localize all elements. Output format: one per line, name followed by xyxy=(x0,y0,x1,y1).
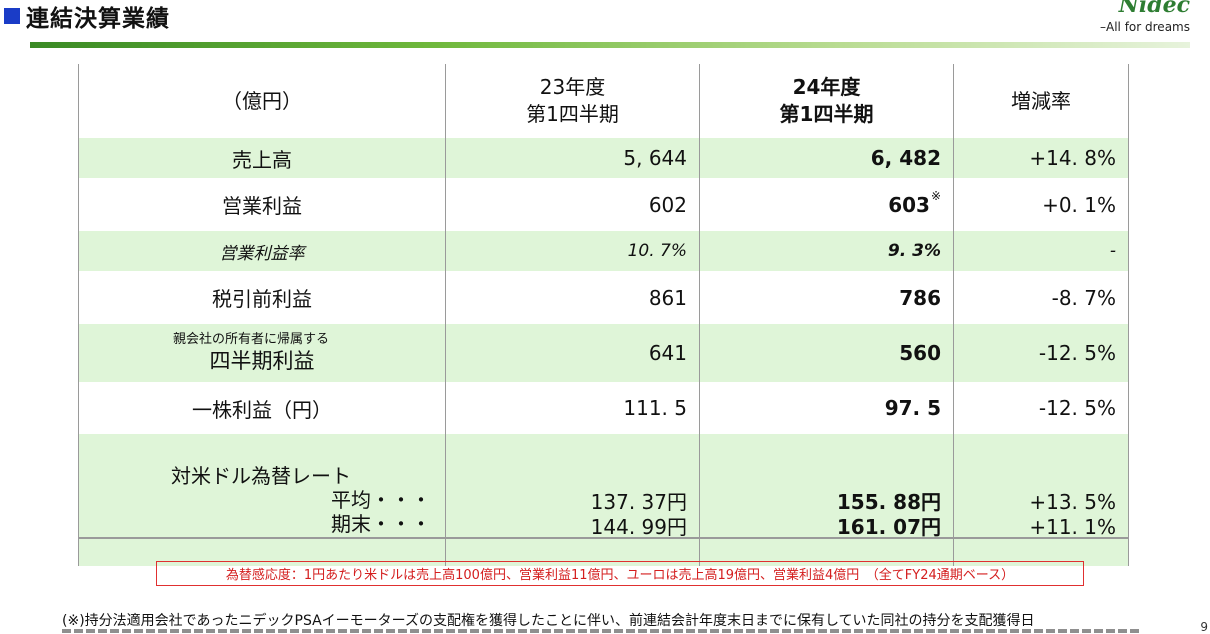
change-value: -8. 7% xyxy=(953,271,1129,324)
row-label-small: 親会社の所有者に帰属する xyxy=(173,332,330,347)
row-label: 四半期利益 xyxy=(209,349,315,373)
table-row-operating-margin: 営業利益率 10. 7% 9. 3% - xyxy=(78,231,1129,271)
prev-end-value: 144. 99円 xyxy=(590,515,687,539)
header-change: 増減率 xyxy=(953,64,1129,138)
row-label: 対米ドル為替レート xyxy=(171,464,351,488)
change-values: +13. 5% +11. 1% xyxy=(953,434,1129,566)
prev-value: 5, 644 xyxy=(445,138,700,178)
change-value: +14. 8% xyxy=(953,138,1129,178)
fx-average-label: 平均・・・ xyxy=(331,488,431,512)
fx-end-label: 期末・・・ xyxy=(331,512,431,536)
table-row-fx-rate: 対米ドル為替レート 平均・・・ 期末・・・ 137. 37円 144. 99円 … xyxy=(78,434,1129,566)
table-row-sales: 売上高 5, 644 6, 482 +14. 8% xyxy=(78,138,1129,178)
title-underline xyxy=(30,42,1190,48)
header-curr-year: 24年度 xyxy=(792,75,861,99)
row-label: 営業利益 xyxy=(78,178,446,231)
header-prev-quarter: 第1四半期 xyxy=(526,102,619,126)
change-value: - xyxy=(953,231,1129,271)
footnote-cut-line xyxy=(62,628,1142,633)
prev-values: 137. 37円 144. 99円 xyxy=(445,434,700,566)
table-row-pretax-income: 税引前利益 861 786 -8. 7% xyxy=(78,271,1129,324)
prev-value: 602 xyxy=(445,178,700,231)
row-label: 売上高 xyxy=(78,138,446,178)
table-header-row: （億円） 23年度 第1四半期 24年度 第1四半期 増減率 xyxy=(78,64,1129,138)
table-row-operating-income: 営業利益 602 603※ +0. 1% xyxy=(78,178,1129,231)
prev-value: 641 xyxy=(445,324,700,382)
company-logo: Nidec –All for dreams xyxy=(1070,0,1190,38)
change-value: -12. 5% xyxy=(953,324,1129,382)
curr-values: 155. 88円 161. 07円 xyxy=(699,434,954,566)
table-row-net-income: 親会社の所有者に帰属する 四半期利益 641 560 -12. 5% xyxy=(78,324,1129,382)
change-value: -12. 5% xyxy=(953,382,1129,434)
prev-value: 111. 5 xyxy=(445,382,700,434)
curr-value: 97. 5 xyxy=(699,382,954,434)
prev-avg-value: 137. 37円 xyxy=(590,490,687,514)
curr-value: 9. 3% xyxy=(699,231,954,271)
row-label-cell: 親会社の所有者に帰属する 四半期利益 xyxy=(78,324,446,382)
prev-value: 861 xyxy=(445,271,700,324)
curr-end-value: 161. 07円 xyxy=(836,515,941,539)
table-row-eps: 一株利益（円） 111. 5 97. 5 -12. 5% xyxy=(78,382,1129,434)
results-table: （億円） 23年度 第1四半期 24年度 第1四半期 増減率 売上高 5, 64… xyxy=(78,64,1129,566)
change-avg-value: +13. 5% xyxy=(1029,490,1116,514)
fx-sensitivity-note: 為替感応度：1円あたり米ドルは売上高100億円、営業利益11億円、ユーロは売上高… xyxy=(156,561,1084,586)
logo-tagline: –All for dreams xyxy=(1100,20,1190,34)
header-curr-quarter: 第1四半期 xyxy=(779,102,874,126)
row-label: 営業利益率 xyxy=(78,231,446,271)
header-curr: 24年度 第1四半期 xyxy=(699,64,954,138)
curr-value: 560 xyxy=(699,324,954,382)
change-end-value: +11. 1% xyxy=(1029,515,1116,539)
unit-label: （億円） xyxy=(78,64,446,138)
prev-value: 10. 7% xyxy=(445,231,700,271)
header-prev: 23年度 第1四半期 xyxy=(445,64,700,138)
logo-mark-icon: Nidec xyxy=(1118,0,1190,14)
footnote: (※)持分法適用会社であったニデックPSAイーモーターズの支配権を獲得したことに… xyxy=(62,613,1035,629)
page-number: 9 xyxy=(1200,620,1208,634)
curr-value: 786 xyxy=(699,271,954,324)
page-title: 連結決算業績 xyxy=(4,0,170,32)
header-prev-year: 23年度 xyxy=(539,75,606,99)
page-title-text: 連結決算業績 xyxy=(26,6,170,32)
curr-value: 603 xyxy=(888,192,930,217)
curr-value-cell: 603※ xyxy=(699,178,954,231)
table-bottom-border xyxy=(78,537,1128,539)
curr-avg-value: 155. 88円 xyxy=(836,490,941,514)
row-label-cell: 対米ドル為替レート 平均・・・ 期末・・・ xyxy=(78,434,446,566)
note-mark: ※ xyxy=(930,188,941,203)
change-value: +0. 1% xyxy=(953,178,1129,231)
curr-value: 6, 482 xyxy=(699,138,954,178)
row-label: 一株利益（円） xyxy=(78,382,446,434)
row-label: 税引前利益 xyxy=(78,271,446,324)
title-square-icon xyxy=(4,8,20,24)
